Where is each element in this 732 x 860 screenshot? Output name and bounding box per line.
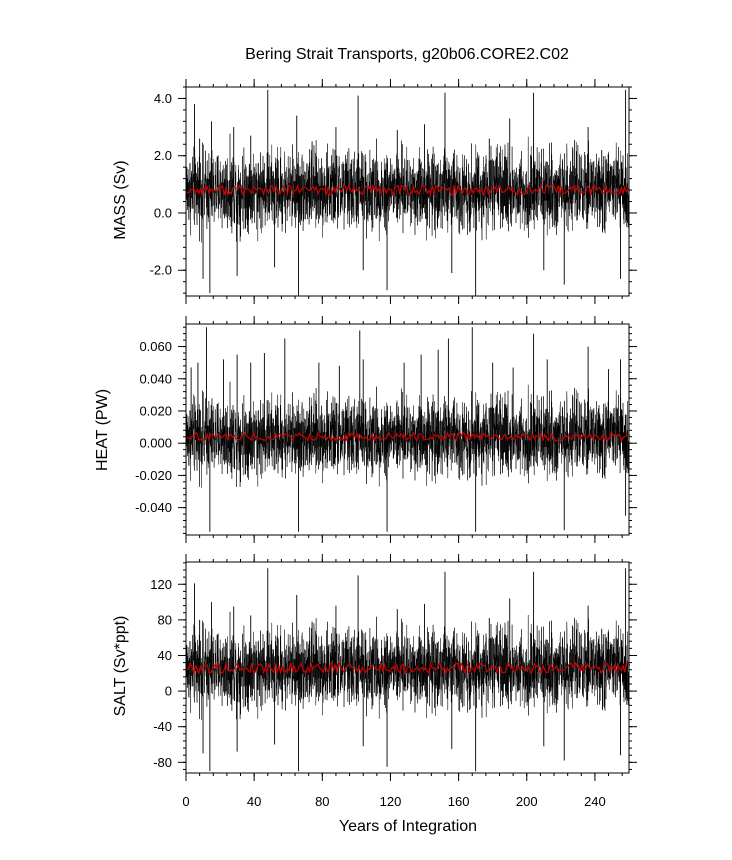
x-tick-label: 40	[247, 794, 261, 809]
y-tick-label-heat: -0.040	[135, 500, 172, 515]
chart-title: Bering Strait Transports, g20b06.CORE2.C…	[245, 46, 569, 63]
y-tick-label-heat: 0.000	[139, 436, 172, 451]
monthly-series-heat	[185, 381, 630, 488]
y-tick-label-salt: 0	[165, 684, 172, 699]
monthly-series-salt	[185, 611, 630, 721]
panel-heat: -0.040 -0.020 0.000 0.020 0.040 0.060 HEAT (P…	[94, 316, 637, 543]
x-tick-label: 80	[315, 794, 329, 809]
plot-frame-salt	[185, 561, 630, 774]
plot-area-mass: -2.0 0.0 2.0 4.0	[150, 79, 637, 304]
x-tick-label: 120	[380, 794, 402, 809]
y-tick-label-salt: -40	[153, 719, 172, 734]
y-tick-label-heat: -0.020	[135, 468, 172, 483]
y-tick-label-heat: 0.040	[139, 371, 172, 386]
y-tick-label-salt: -80	[153, 755, 172, 770]
panel-salt: -80 -40 0 40 80 120 0 40 80 120 160 200 240 SALT (Sv…	[112, 554, 637, 809]
plot-area-salt: -80 -40 0 40 80 120 0 40 80 120 160 200 240	[150, 554, 637, 809]
annual-mean-series-salt	[186, 660, 631, 676]
monthly-series-mass	[185, 133, 630, 243]
x-axis-title: Years of Integration	[339, 818, 477, 835]
y-tick-label-salt: 80	[158, 612, 172, 627]
annual-mean-series-mass	[186, 183, 631, 198]
y-tick-label-mass: -2.0	[150, 263, 172, 278]
x-tick-label: 240	[584, 794, 606, 809]
y-tick-label-salt: 120	[150, 577, 172, 592]
x-tick-label: 0	[182, 794, 189, 809]
y-tick-label-mass: 2.0	[154, 148, 172, 163]
plot-frame-mass	[185, 86, 630, 297]
y-tick-label-salt: 40	[158, 648, 172, 663]
y-axis-title-heat: HEAT (PW)	[94, 389, 111, 471]
y-tick-label-mass: 0.0	[154, 205, 172, 220]
y-axis-title-mass: MASS (Sv)	[112, 160, 129, 239]
y-axis-title-salt: SALT (Sv*ppt)	[112, 616, 129, 717]
y-tick-label-heat: 0.060	[139, 339, 172, 354]
annual-mean-series-heat	[186, 430, 631, 443]
panel-mass: -2.0 0.0 2.0 4.0 MASS (Sv)	[112, 79, 637, 304]
x-tick-label: 200	[516, 794, 538, 809]
plot-area-heat: -0.040 -0.020 0.000 0.020 0.040 0.060	[135, 316, 637, 543]
y-tick-label-heat: 0.020	[139, 403, 172, 418]
y-tick-label-mass: 4.0	[154, 91, 172, 106]
x-tick-label: 160	[448, 794, 470, 809]
plot-frame-heat	[185, 323, 630, 536]
